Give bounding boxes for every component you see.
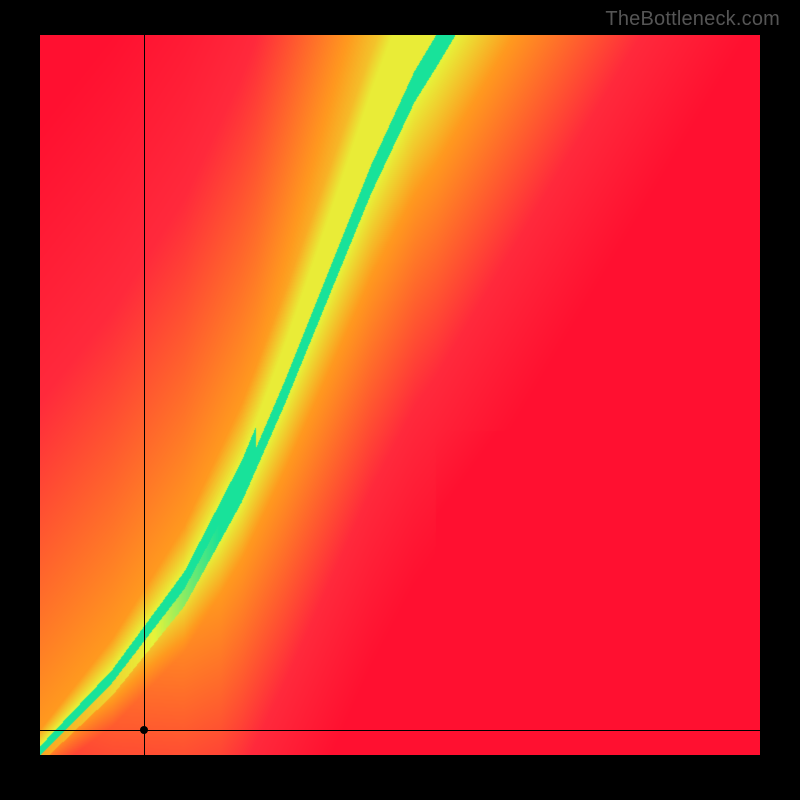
watermark-text: TheBottleneck.com bbox=[605, 8, 780, 31]
heatmap-canvas bbox=[40, 35, 760, 755]
crosshair-vertical bbox=[144, 35, 145, 755]
plot-area bbox=[40, 35, 760, 755]
chart-root: TheBottleneck.com bbox=[0, 0, 800, 800]
crosshair-point bbox=[140, 726, 148, 734]
